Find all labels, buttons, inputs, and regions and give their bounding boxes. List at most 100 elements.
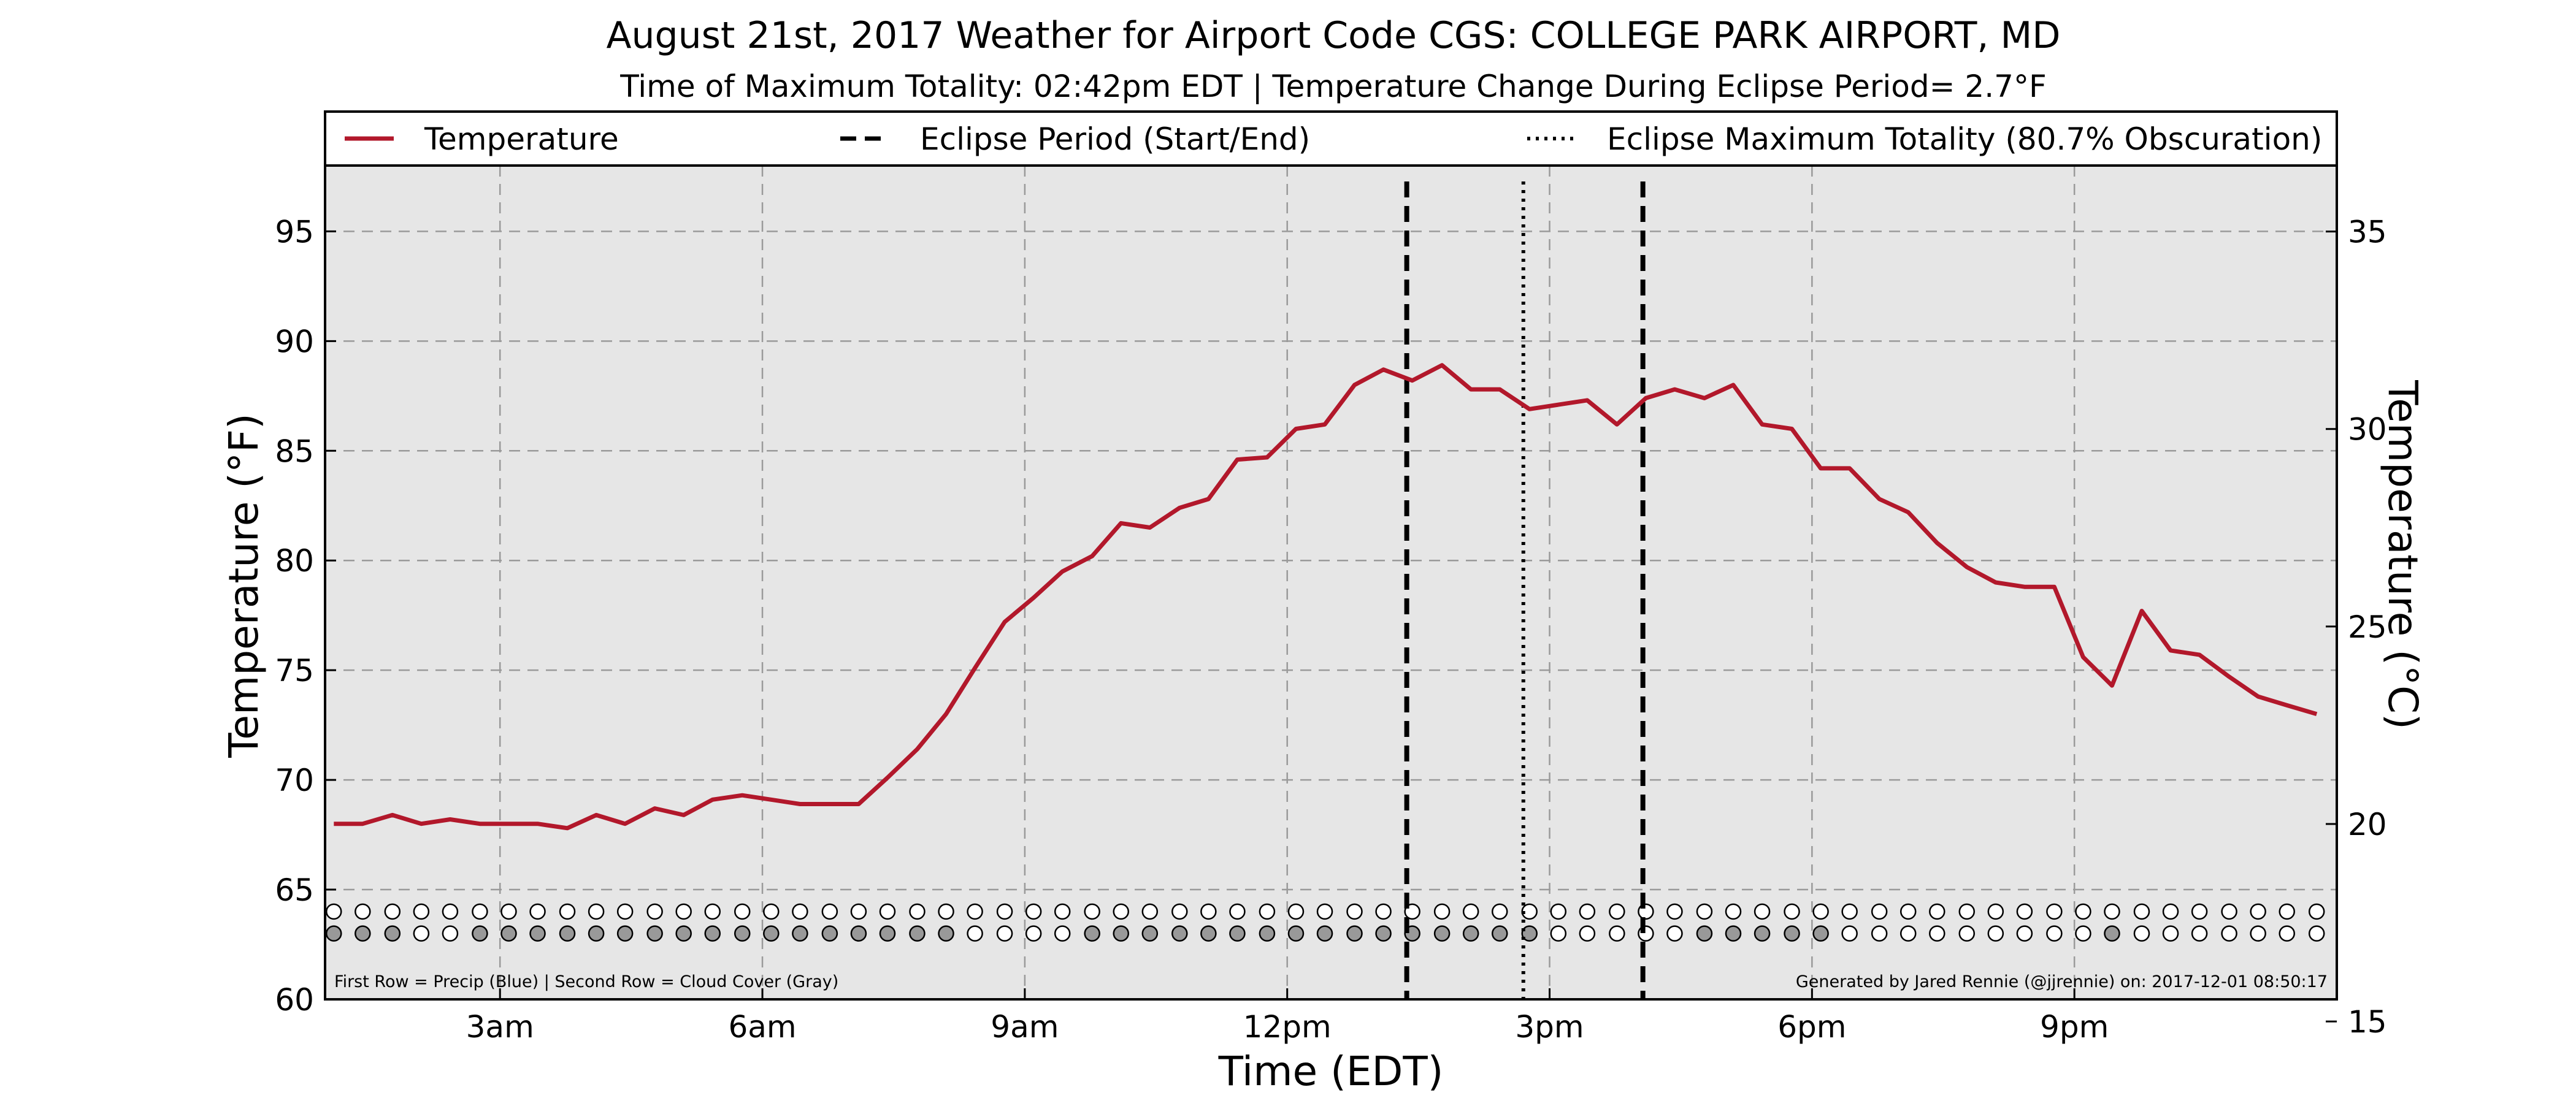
x-axis-label: Time (EDT): [1218, 1048, 1444, 1095]
precip-marker: [616, 903, 634, 920]
precip-marker: [384, 903, 401, 920]
precip-marker: [2250, 903, 2266, 920]
y-axis-left-label: Temperature (°F): [220, 413, 267, 758]
precip-marker: [529, 903, 546, 920]
precip-marker: [355, 903, 371, 920]
precip-marker: [2104, 903, 2120, 920]
cloud-marker: [529, 925, 546, 942]
precip-marker: [1579, 903, 1596, 920]
precip-marker: [821, 903, 838, 920]
cloud-marker: [675, 925, 692, 942]
cloud-marker: [2046, 925, 2063, 942]
y-right-tick-label: 20: [2348, 807, 2387, 842]
cloud-marker: [1375, 925, 1392, 942]
cloud-marker: [2308, 925, 2325, 942]
precip-marker: [1841, 903, 1858, 920]
y-tick-label: 80: [275, 543, 314, 579]
precip-marker: [1987, 903, 2004, 920]
cloud-marker: [472, 925, 488, 942]
cloud-marker: [384, 925, 401, 942]
x-axis-ticks: 3am 6am 9am 12pm 3pm 6pm 9pm: [466, 988, 2109, 1045]
legend: Temperature Eclipse Period (Start/End) Ecl…: [324, 110, 2338, 167]
precip-marker: [792, 903, 808, 920]
cloud-marker: [355, 925, 371, 942]
cloud-marker: [763, 925, 780, 942]
precip-marker: [704, 903, 721, 920]
precip-marker: [1609, 903, 1625, 920]
cloud-marker: [879, 925, 896, 942]
precip-marker: [938, 903, 954, 920]
cloud-marker: [646, 925, 663, 942]
precip-marker: [1666, 903, 1683, 920]
precip-marker: [2016, 903, 2033, 920]
y-tick-label: 75: [275, 653, 314, 688]
cloud-marker: [1725, 925, 1742, 942]
legend-label: Eclipse Period (Start/End): [920, 121, 1310, 157]
cloud-marker: [1812, 925, 1829, 942]
x-tick-label: 3am: [466, 1009, 534, 1045]
y-tick-label: 85: [275, 433, 314, 469]
legend-label: Eclipse Maximum Totality (80.7% Obscurat…: [1607, 121, 2322, 157]
x-tick-label: 12pm: [1243, 1009, 1332, 1045]
y-tick-label: 60: [275, 982, 314, 1018]
precip-marker: [1899, 903, 1917, 920]
precip-marker: [909, 903, 926, 920]
legend-label: Temperature: [424, 121, 619, 157]
series-layer: [334, 363, 2318, 831]
precip-marker: [1287, 903, 1305, 920]
cloud-marker: [909, 925, 926, 942]
precip-marker: [588, 903, 605, 920]
precip-marker: [1259, 903, 1276, 920]
cloud-marker: [967, 925, 983, 942]
y-tick-label: 65: [275, 872, 314, 908]
cloud-marker: [1462, 925, 1479, 942]
precip-marker: [967, 903, 983, 920]
cloud-marker: [413, 925, 430, 942]
cloud-marker: [1433, 925, 1451, 942]
cloud-marker: [1491, 925, 1508, 942]
cloud-marker: [1171, 925, 1188, 942]
y-right-tick-label: 35: [2348, 215, 2387, 250]
cloud-marker: [821, 925, 838, 942]
precip-marker: [1433, 903, 1451, 920]
precip-marker: [1550, 903, 1567, 920]
y-right-tick-label: 30: [2348, 412, 2387, 448]
precip-marker: [2046, 903, 2063, 920]
cloud-marker: [1084, 925, 1100, 942]
footnote-left: First Row = Precip (Blue) | Second Row =…: [334, 972, 838, 991]
plot-area: [325, 166, 2337, 999]
precip-marker: [646, 903, 663, 920]
cloud-marker: [1987, 925, 2004, 942]
precip-marker: [1346, 903, 1363, 920]
precip-marker: [1113, 903, 1129, 920]
y-tick-label: 70: [275, 763, 314, 798]
cloud-marker: [1141, 925, 1159, 942]
x-tick-label: 6am: [728, 1009, 796, 1045]
precip-marker: [1958, 903, 1976, 920]
precip-marker: [472, 903, 488, 920]
precip-marker: [1754, 903, 1771, 920]
precip-marker: [1054, 903, 1071, 920]
cloud-marker: [2221, 925, 2237, 942]
cloud-marker: [1113, 925, 1129, 942]
chart-subtitle: Time of Maximum Totality: 02:42pm EDT | …: [619, 69, 2046, 104]
precip-marker: [2191, 903, 2208, 920]
y-right-tick-label: 25: [2348, 609, 2387, 645]
cloud-marker: [1754, 925, 1771, 942]
cloud-marker: [1550, 925, 1567, 942]
precip-marker: [2221, 903, 2237, 920]
precip-marker: [1929, 903, 1945, 920]
cloud-marker: [2133, 925, 2150, 942]
precip-marker: [1200, 903, 1217, 920]
indicator-rows: [326, 903, 2325, 942]
precip-marker: [850, 903, 867, 920]
y-axis-left-ticks: 60 65 70 75 80 85 90 95: [275, 214, 336, 1018]
cloud-marker: [1958, 925, 1976, 942]
grid-lines: [325, 166, 2337, 999]
cloud-marker: [1696, 925, 1713, 942]
x-tick-label: 9pm: [2040, 1009, 2109, 1045]
cloud-marker: [1054, 925, 1071, 942]
precip-marker: [734, 903, 751, 920]
chart-title: August 21st, 2017 Weather for Airport Co…: [606, 14, 2060, 57]
